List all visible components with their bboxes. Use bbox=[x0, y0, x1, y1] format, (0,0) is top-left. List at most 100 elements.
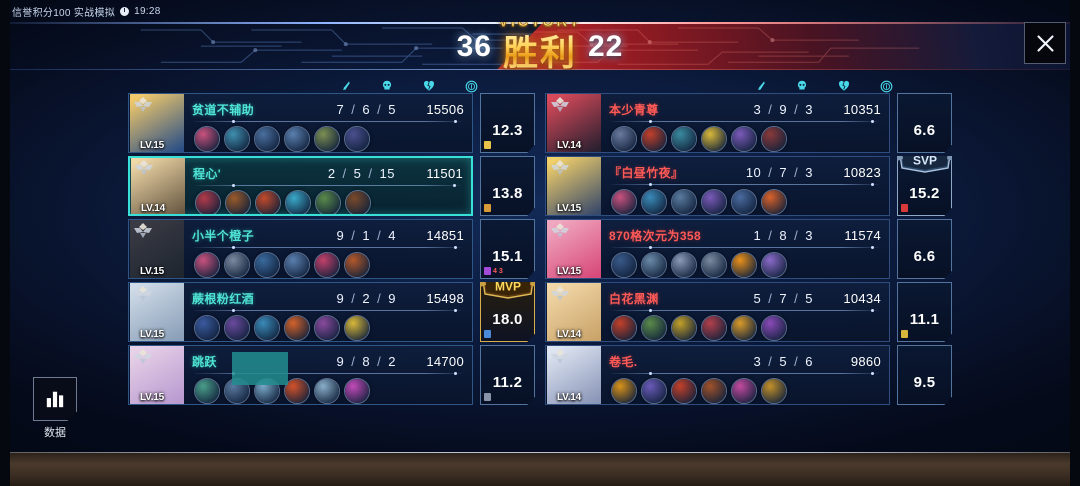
item-slot[interactable] bbox=[641, 252, 667, 278]
player-card[interactable]: LV.15 蕨根粉红酒 9 / 2 / 9 15498 bbox=[128, 282, 473, 342]
item-slot[interactable] bbox=[701, 315, 727, 341]
item-slot[interactable] bbox=[731, 189, 757, 215]
player-card[interactable]: LV.14 卷毛. 3 / 5 / 6 9860 bbox=[545, 345, 890, 405]
player-row[interactable]: LV.15 『白昼竹夜』 10 / 7 / 3 10823 SVP 15.2 bbox=[545, 156, 952, 216]
item-slot[interactable] bbox=[731, 126, 757, 152]
item-slot[interactable] bbox=[314, 126, 340, 152]
avatar[interactable]: LV.15 bbox=[130, 220, 184, 278]
item-slot[interactable] bbox=[225, 190, 251, 214]
player-card[interactable]: LV.15 小半个橙子 9 / 1 / 4 14851 bbox=[128, 219, 473, 279]
item-slot[interactable] bbox=[701, 378, 727, 404]
item-slot[interactable] bbox=[641, 189, 667, 215]
item-slot[interactable] bbox=[224, 126, 250, 152]
item-slot[interactable] bbox=[284, 315, 310, 341]
player-row[interactable]: LV.15 跳跃 9 / 8 / 2 14700 11.2 bbox=[128, 345, 535, 405]
player-card[interactable]: LV.14 程心' 2 / 5 / 15 11501 bbox=[128, 156, 473, 216]
player-card[interactable]: LV.15 870格次元为358 1 / 8 / 3 11574 bbox=[545, 219, 890, 279]
item-slot[interactable] bbox=[731, 315, 757, 341]
player-row[interactable]: LV.14 程心' 2 / 5 / 15 11501 13.8 bbox=[128, 156, 535, 216]
player-score-badge[interactable]: 15.1 4 3 bbox=[480, 219, 535, 279]
item-slot[interactable] bbox=[194, 315, 220, 341]
data-button[interactable]: 数据 bbox=[30, 377, 80, 440]
item-slot[interactable] bbox=[731, 378, 757, 404]
item-slot[interactable] bbox=[611, 126, 637, 152]
item-slot[interactable] bbox=[701, 189, 727, 215]
item-slot[interactable] bbox=[761, 126, 787, 152]
item-slot[interactable] bbox=[761, 315, 787, 341]
player-score-badge[interactable]: MVP 18.0 bbox=[480, 282, 535, 342]
item-slot[interactable] bbox=[314, 315, 340, 341]
item-slot[interactable] bbox=[671, 126, 697, 152]
player-row[interactable]: LV.14 本少青尊 3 / 9 / 3 10351 6.6 bbox=[545, 93, 952, 153]
player-score-badge[interactable]: 11.1 bbox=[897, 282, 952, 342]
item-slot[interactable] bbox=[761, 252, 787, 278]
avatar[interactable]: LV.14 bbox=[547, 346, 601, 404]
avatar[interactable]: LV.15 bbox=[130, 94, 184, 152]
item-slot[interactable] bbox=[611, 252, 637, 278]
item-slot[interactable] bbox=[671, 252, 697, 278]
item-slot[interactable] bbox=[761, 378, 787, 404]
item-slot[interactable] bbox=[285, 190, 311, 214]
avatar[interactable]: LV.14 bbox=[547, 94, 601, 152]
player-row[interactable]: LV.15 小半个橙子 9 / 1 / 4 14851 15.1 4 3 bbox=[128, 219, 535, 279]
player-row[interactable]: LV.14 白花黑渊 5 / 7 / 5 10434 11.1 bbox=[545, 282, 952, 342]
item-slot[interactable] bbox=[315, 190, 341, 214]
item-slot[interactable] bbox=[314, 378, 340, 404]
item-slot[interactable] bbox=[641, 378, 667, 404]
player-score-badge[interactable]: 6.6 bbox=[897, 93, 952, 153]
item-slot[interactable] bbox=[344, 378, 370, 404]
player-score-badge[interactable]: 13.8 bbox=[480, 156, 535, 216]
item-slot[interactable] bbox=[611, 378, 637, 404]
item-slot[interactable] bbox=[284, 378, 310, 404]
item-slot[interactable] bbox=[701, 126, 727, 152]
item-slot[interactable] bbox=[611, 315, 637, 341]
item-slot[interactable] bbox=[194, 252, 220, 278]
item-slot[interactable] bbox=[731, 252, 757, 278]
player-card[interactable]: LV.15 『白昼竹夜』 10 / 7 / 3 10823 bbox=[545, 156, 890, 216]
item-slot[interactable] bbox=[344, 252, 370, 278]
item-slot[interactable] bbox=[284, 126, 310, 152]
item-slot[interactable] bbox=[671, 378, 697, 404]
item-slot[interactable] bbox=[671, 315, 697, 341]
item-slot[interactable] bbox=[255, 190, 281, 214]
item-slot[interactable] bbox=[611, 189, 637, 215]
item-slot[interactable] bbox=[254, 126, 280, 152]
avatar[interactable]: LV.15 bbox=[547, 157, 601, 215]
player-card[interactable]: LV.14 本少青尊 3 / 9 / 3 10351 bbox=[545, 93, 890, 153]
item-slot[interactable] bbox=[641, 315, 667, 341]
player-card[interactable]: LV.15 跳跃 9 / 8 / 2 14700 bbox=[128, 345, 473, 405]
item-slot[interactable] bbox=[344, 126, 370, 152]
player-card[interactable]: LV.15 贫道不辅助 7 / 6 / 5 15506 bbox=[128, 93, 473, 153]
item-slot[interactable] bbox=[194, 378, 220, 404]
item-slot[interactable] bbox=[345, 190, 371, 214]
item-slot[interactable] bbox=[701, 252, 727, 278]
avatar[interactable]: LV.14 bbox=[131, 158, 185, 214]
player-score-badge[interactable]: 12.3 bbox=[480, 93, 535, 153]
player-card[interactable]: LV.14 白花黑渊 5 / 7 / 5 10434 bbox=[545, 282, 890, 342]
player-score-badge[interactable]: 11.2 bbox=[480, 345, 535, 405]
item-slot[interactable] bbox=[344, 315, 370, 341]
avatar[interactable]: LV.15 bbox=[130, 283, 184, 341]
close-button[interactable] bbox=[1024, 22, 1066, 64]
item-slot[interactable] bbox=[195, 190, 221, 214]
item-slot[interactable] bbox=[254, 252, 280, 278]
player-row[interactable]: LV.14 卷毛. 3 / 5 / 6 9860 9.5 bbox=[545, 345, 952, 405]
player-row[interactable]: LV.15 蕨根粉红酒 9 / 2 / 9 15498 MVP 18.0 bbox=[128, 282, 535, 342]
item-slot[interactable] bbox=[641, 126, 667, 152]
item-slot[interactable] bbox=[224, 315, 250, 341]
item-slot[interactable] bbox=[671, 189, 697, 215]
item-slot[interactable] bbox=[254, 315, 280, 341]
item-slot[interactable] bbox=[761, 189, 787, 215]
item-slot[interactable] bbox=[314, 252, 340, 278]
item-slot[interactable] bbox=[284, 252, 310, 278]
player-score-badge[interactable]: SVP 15.2 bbox=[897, 156, 952, 216]
player-score-badge[interactable]: 6.6 bbox=[897, 219, 952, 279]
player-row[interactable]: LV.15 870格次元为358 1 / 8 / 3 11574 6.6 bbox=[545, 219, 952, 279]
avatar[interactable]: LV.15 bbox=[547, 220, 601, 278]
item-slot[interactable] bbox=[224, 252, 250, 278]
player-row[interactable]: LV.15 贫道不辅助 7 / 6 / 5 15506 12.3 bbox=[128, 93, 535, 153]
avatar[interactable]: LV.15 bbox=[130, 346, 184, 404]
avatar[interactable]: LV.14 bbox=[547, 283, 601, 341]
item-slot[interactable] bbox=[194, 126, 220, 152]
player-score-badge[interactable]: 9.5 bbox=[897, 345, 952, 405]
